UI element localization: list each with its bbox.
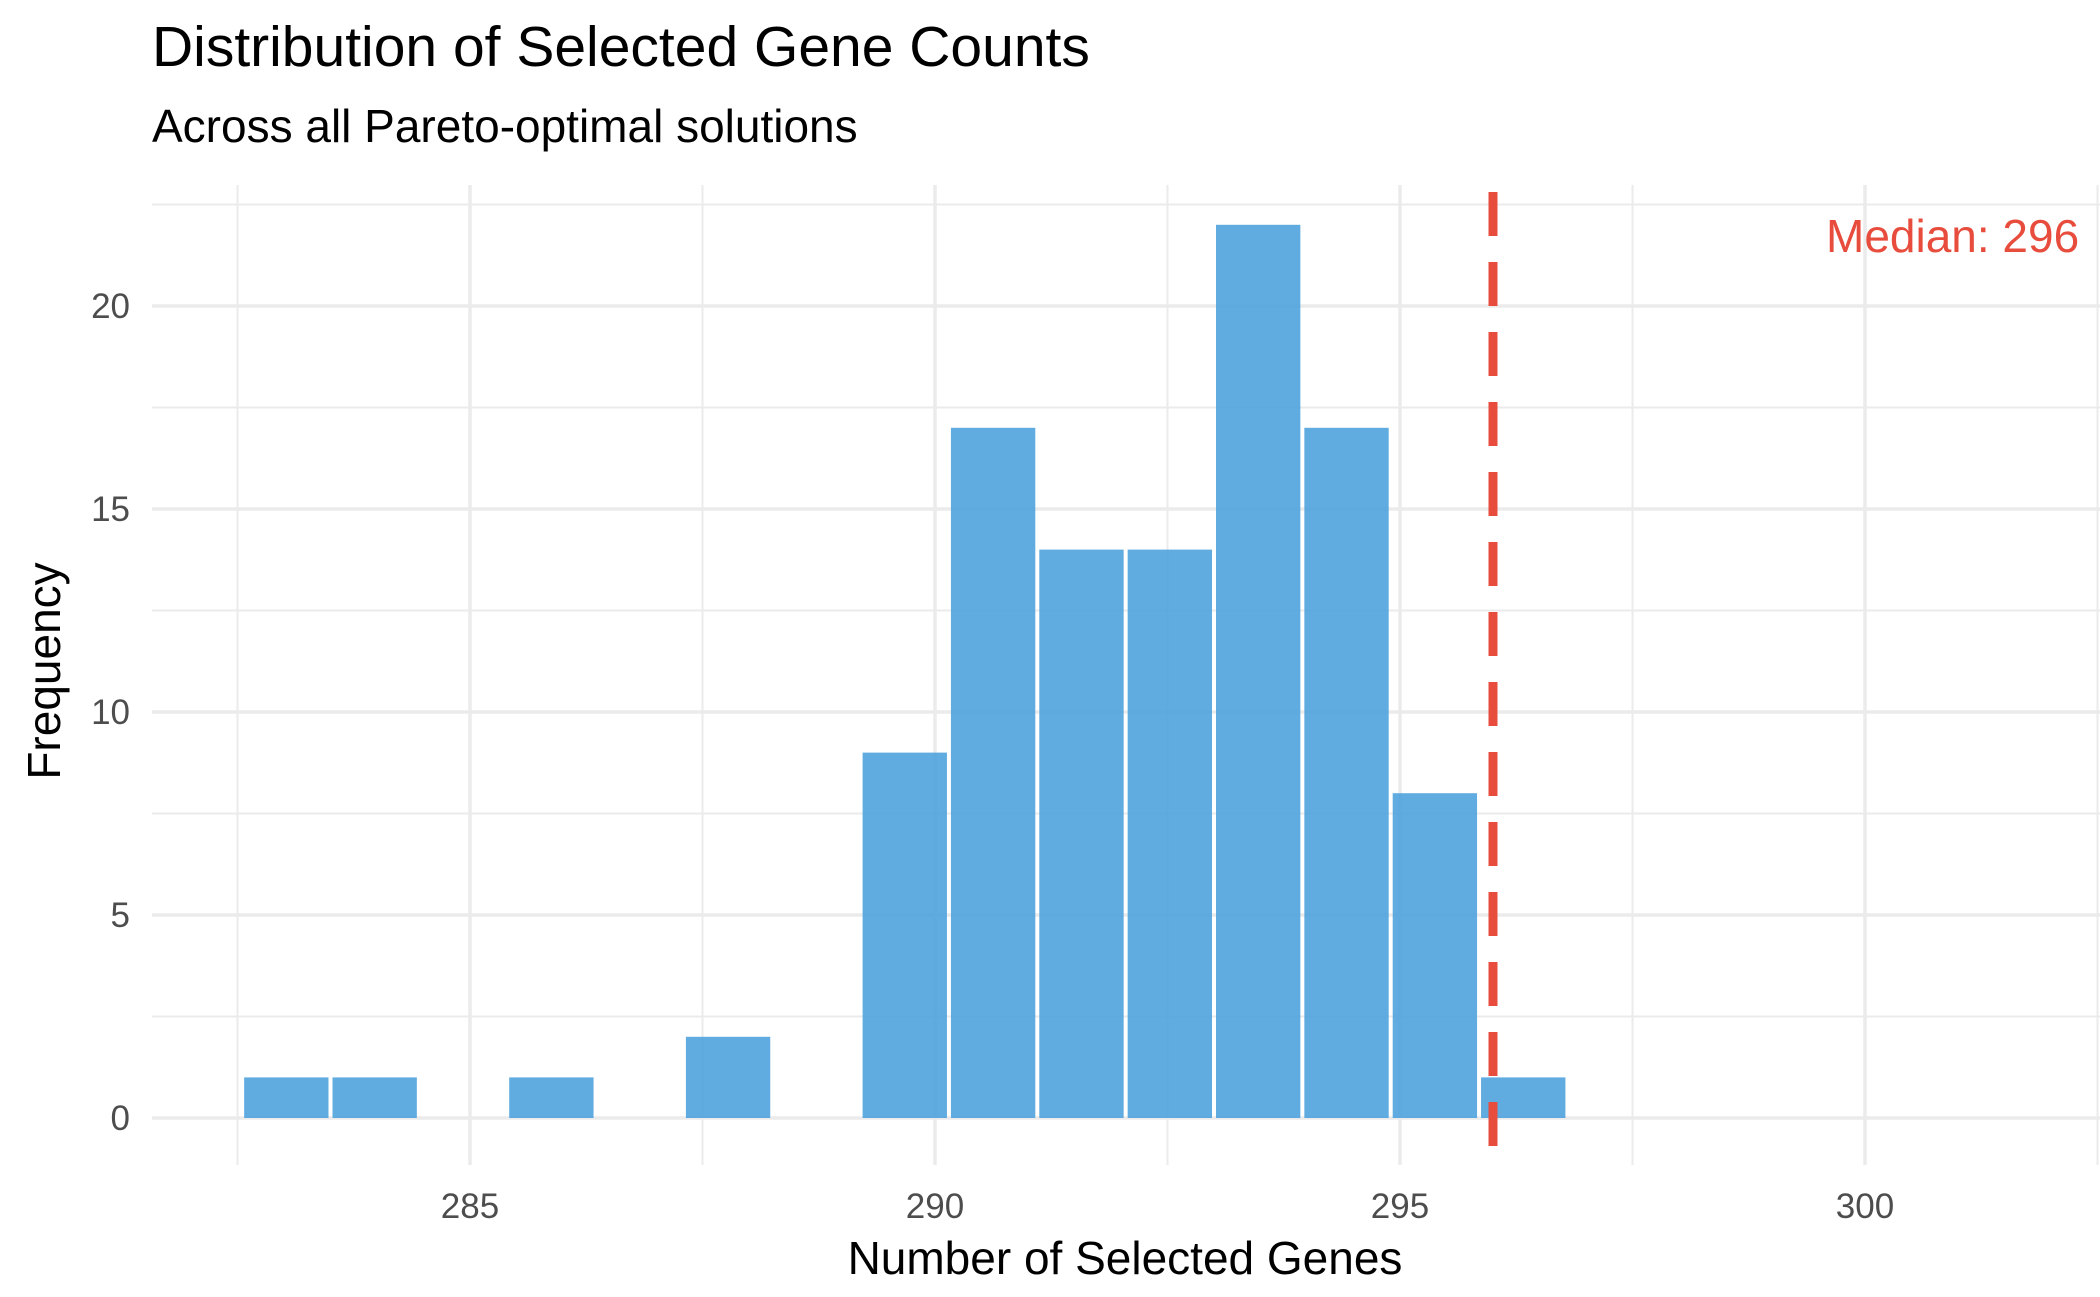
y-tick-label: 20 (91, 287, 130, 326)
histogram-bar (244, 1077, 329, 1118)
chart-subtitle: Across all Pareto-optimal solutions (152, 100, 858, 152)
x-axis-title: Number of Selected Genes (848, 1232, 1403, 1284)
bars (244, 224, 1566, 1119)
histogram-bar (1127, 549, 1212, 1118)
histogram-bar (862, 752, 947, 1118)
y-tick-label: 5 (111, 896, 130, 935)
histogram-bar (1392, 793, 1478, 1118)
x-tick-label: 295 (1371, 1187, 1429, 1226)
grid (152, 185, 2100, 1165)
y-tick-label: 10 (91, 693, 130, 732)
histogram-bar (1304, 427, 1389, 1118)
y-tick-label: 0 (111, 1099, 130, 1138)
y-axis-title: Frequency (18, 562, 70, 779)
histogram-bar (685, 1036, 771, 1118)
x-tick-label: 290 (906, 1187, 964, 1226)
x-tick-label: 300 (1836, 1187, 1894, 1226)
y-tick-label: 15 (91, 490, 130, 529)
chart-title: Distribution of Selected Gene Counts (152, 15, 1090, 79)
median-label: Median: 296 (1826, 210, 2079, 262)
histogram-bar (332, 1077, 417, 1118)
histogram-bar (509, 1077, 594, 1118)
histogram-bar (950, 427, 1036, 1118)
x-tick-label: 285 (441, 1187, 499, 1226)
histogram-bar (1039, 549, 1124, 1118)
histogram-bar (1216, 224, 1301, 1119)
